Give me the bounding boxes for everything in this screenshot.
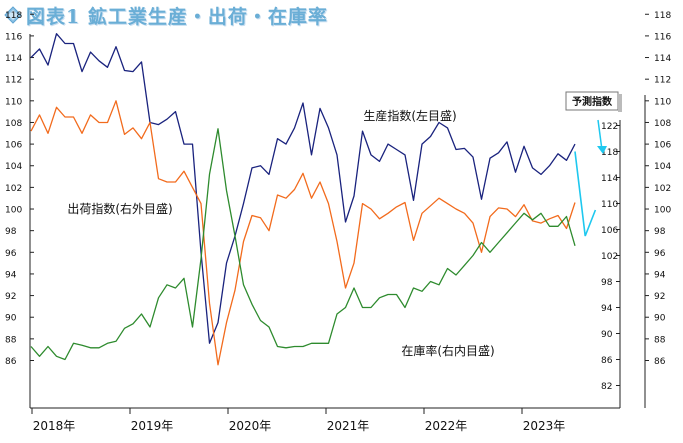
x-tick-label: 2022年	[425, 419, 468, 433]
y-inner-right-tick-label: 114	[601, 174, 618, 184]
y-outer-right-tick-label: 110	[654, 97, 671, 107]
y-left-tick-label: 88	[5, 335, 17, 345]
forecast-arrow-shaft	[597, 119, 603, 151]
y-outer-right-tick-label: 118	[654, 11, 671, 21]
y-inner-right-tick-label: 94	[601, 304, 613, 314]
y-outer-right-tick-label: 86	[654, 357, 666, 367]
series-line-2	[30, 100, 576, 366]
y-left-tick-label: 112	[5, 76, 22, 86]
y-outer-right-tick-label: 116	[654, 32, 671, 42]
y-outer-right-tick-label: 106	[654, 141, 671, 151]
y-outer-right-tick-label: 102	[654, 184, 671, 194]
labels-layer: 生産指数(左目盛) 出荷指数(右外目盛) 在庫率(右内目盛)	[67, 108, 494, 358]
y-left-tick-label: 114	[5, 54, 22, 64]
x-tick-label: 2019年	[131, 419, 174, 433]
y-left-tick-label: 96	[5, 249, 17, 259]
y-outer-right-tick-label: 98	[654, 227, 666, 237]
series-line-3	[30, 128, 576, 361]
forecast-line	[574, 151, 597, 237]
forecast-label-box-shadow	[618, 94, 622, 112]
chart-title: 図表1 鉱工業生産・出荷・在庫率	[26, 5, 328, 28]
y-inner-right-tick-label: 86	[601, 356, 613, 366]
y-left-tick-label: 108	[5, 119, 22, 129]
y-outer-right-tick-label: 112	[654, 76, 671, 86]
series-annotation-1: 生産指数(左目盛)	[363, 108, 456, 123]
y-left-tick-label: 102	[5, 184, 22, 194]
y-inner-right-tick-label: 110	[601, 200, 618, 210]
y-inner-right-tick-label: 118	[601, 148, 618, 158]
y-left-tick-label: 106	[5, 141, 22, 151]
y-outer-right-tick-label: 94	[654, 270, 666, 280]
y-outer-right-tick-label: 100	[654, 206, 671, 216]
chart-title-area: 図表1 鉱工業生産・出荷・在庫率	[4, 2, 328, 28]
y-inner-right-tick-label: 102	[601, 252, 618, 262]
y-left-tick-label: 90	[5, 314, 17, 324]
y-outer-right-tick-label: 90	[654, 314, 666, 324]
y-outer-right-tick-label: 114	[654, 54, 671, 64]
y-left-tick-label: 98	[5, 227, 17, 237]
y-inner-right-tick-label: 90	[601, 330, 613, 340]
forecast-arrow-head	[597, 146, 607, 154]
x-tick-label: 2020年	[229, 419, 272, 433]
y-outer-right-tick-label: 104	[654, 162, 671, 172]
y-inner-right-tick-label: 82	[601, 382, 612, 392]
y-left-tick-label: 116	[5, 32, 22, 42]
y-left-tick-label: 118	[5, 11, 22, 21]
y-left-tick-label: 86	[5, 357, 17, 367]
y-outer-right-tick-label: 88	[654, 335, 666, 345]
y-outer-right-tick-label: 92	[654, 292, 665, 302]
y-left-tick-label: 94	[5, 270, 17, 280]
x-tick-label: 2018年	[33, 419, 76, 433]
y-left-tick-label: 110	[5, 97, 22, 107]
axes: 86 88 90 92 94 96 98 100 102 104 106 108 110 112 114 11…	[5, 11, 671, 433]
series-layer	[30, 33, 576, 366]
y-left-tick-label: 100	[5, 206, 22, 216]
forecast-layer: 予測指数	[565, 91, 622, 237]
y-inner-right-tick-label: 98	[601, 278, 613, 288]
forecast-label: 予測指数	[572, 95, 613, 108]
y-inner-right-tick-label: 106	[601, 226, 618, 236]
y-left-tick-label: 92	[5, 292, 16, 302]
y-left-tick-label: 104	[5, 162, 22, 172]
x-tick-label: 2021年	[327, 419, 370, 433]
y-outer-right-tick-label: 96	[654, 249, 666, 259]
y-inner-right-tick-label: 122	[601, 122, 618, 132]
y-outer-right-tick-label: 108	[654, 119, 671, 129]
x-tick-label: 2023年	[523, 419, 566, 433]
series-annotation-3: 在庫率(右内目盛)	[401, 343, 494, 358]
series-line-1	[30, 33, 576, 344]
diamond-icon	[4, 6, 22, 24]
series-annotation-2: 出荷指数(右外目盛)	[67, 201, 172, 216]
